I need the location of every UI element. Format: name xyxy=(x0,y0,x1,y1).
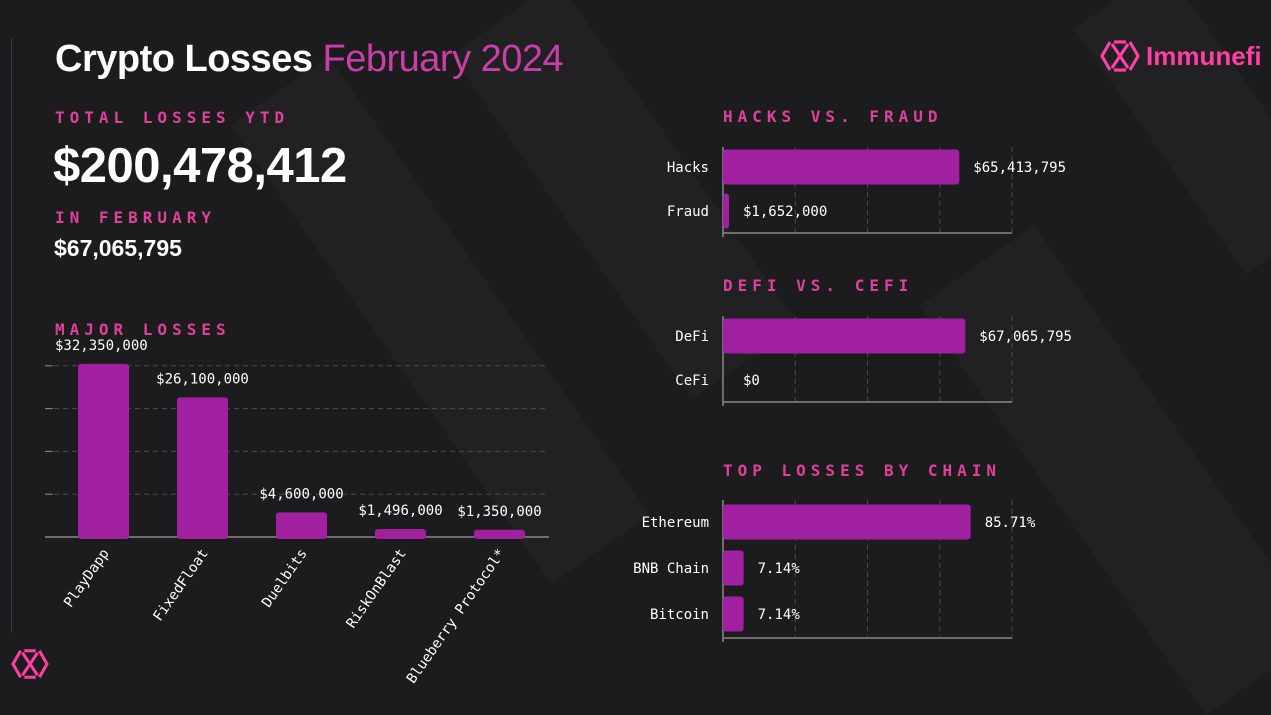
category-label: FixedFloat xyxy=(150,546,211,624)
bar xyxy=(723,504,971,540)
category-label: Blueberry Protocol* xyxy=(404,546,509,686)
brand-logo: Immunefi xyxy=(1100,38,1262,74)
data-label: $67,065,795 xyxy=(979,329,1072,345)
data-label: $1,350,000 xyxy=(457,504,541,520)
bar xyxy=(375,528,426,539)
bar xyxy=(276,512,327,539)
bar xyxy=(177,397,228,539)
data-label: $1,496,000 xyxy=(358,503,442,519)
category-label: DeFi xyxy=(675,329,709,345)
category-label: CeFi xyxy=(675,373,709,389)
data-label: 7.14% xyxy=(758,607,801,623)
page-title: Crypto Losses February 2024 xyxy=(55,38,564,81)
data-label: $0 xyxy=(743,373,760,389)
title-accent: February 2024 xyxy=(322,38,564,80)
category-label: Hacks xyxy=(667,160,709,176)
ytd-value: $200,478,412 xyxy=(53,139,347,193)
category-label: Ethereum xyxy=(642,515,709,531)
data-label: $4,600,000 xyxy=(259,486,343,502)
major-losses-title: MAJOR LOSSES xyxy=(55,320,231,339)
brand-name: Immunefi xyxy=(1146,40,1262,71)
hacks-fraud-title: HACKS VS. FRAUD xyxy=(723,107,943,126)
data-label: 85.71% xyxy=(985,515,1036,531)
month-label: IN FEBRUARY xyxy=(55,208,216,227)
bar xyxy=(723,149,960,185)
immunefi-small-logo-icon xyxy=(11,649,49,679)
category-label: Fraud xyxy=(667,204,709,220)
immunefi-logo-icon xyxy=(1100,40,1140,72)
data-label: $1,652,000 xyxy=(743,204,827,220)
bar xyxy=(723,550,744,586)
data-label: $65,413,795 xyxy=(973,160,1066,176)
bar xyxy=(474,529,525,539)
title-main: Crypto Losses xyxy=(55,38,313,80)
category-label: Duelbits xyxy=(259,546,311,610)
charts-canvas: $32,350,000 PlayDapp $26,100,000 FixedFloat… xyxy=(45,147,1072,686)
bar xyxy=(723,596,744,632)
bar xyxy=(723,193,729,229)
month-value: $67,065,795 xyxy=(54,235,182,261)
category-label: BNB Chain xyxy=(633,561,709,577)
category-label: RiskOnBlast xyxy=(343,546,409,631)
ytd-label: TOTAL LOSSES YTD xyxy=(55,108,290,127)
footer-logo xyxy=(11,647,49,686)
defi-cefi-title: DEFI VS. CEFI xyxy=(723,276,914,295)
bar xyxy=(78,363,129,539)
chain-losses-title: TOP LOSSES BY CHAIN xyxy=(723,461,1002,480)
category-label: PlayDapp xyxy=(61,546,113,610)
data-label: $32,350,000 xyxy=(55,338,148,354)
bar xyxy=(723,318,966,354)
data-label: $26,100,000 xyxy=(156,371,249,387)
category-label: Bitcoin xyxy=(650,607,709,623)
data-label: 7.14% xyxy=(758,561,801,577)
left-rule xyxy=(11,38,12,633)
